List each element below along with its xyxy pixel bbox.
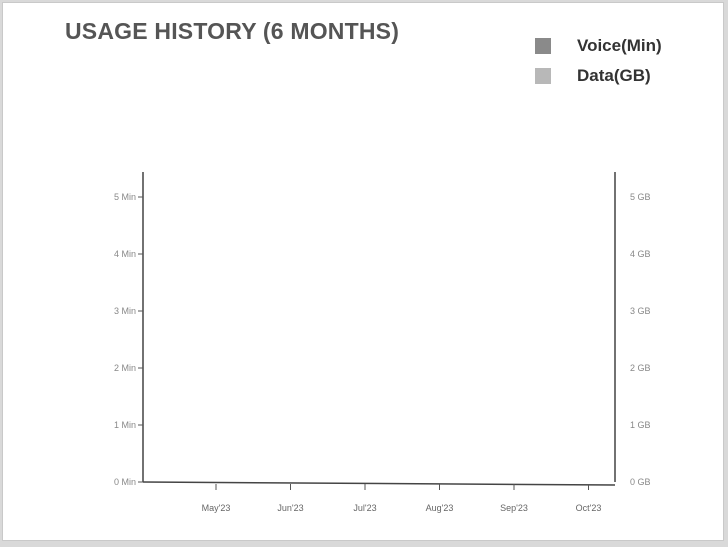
- right-axis-ticks: 0 GB 1 GB 2 GB 3 GB 4 GB 5 GB: [630, 192, 651, 487]
- right-tick-label: 0 GB: [630, 477, 651, 487]
- legend-item-data: Data(GB): [535, 66, 685, 96]
- x-tick-label: Aug'23: [426, 503, 454, 513]
- x-axis-line: [142, 481, 616, 486]
- legend-swatch-data: [535, 68, 551, 84]
- left-tick-label: 0 Min: [114, 477, 136, 487]
- left-tick-label: 3 Min: [114, 306, 136, 316]
- legend-item-voice: Voice(Min): [535, 36, 685, 66]
- chart-panel: [2, 2, 724, 541]
- right-tick-label: 1 GB: [630, 420, 651, 430]
- right-tick-label: 3 GB: [630, 306, 651, 316]
- legend-label-voice: Voice(Min): [577, 36, 662, 55]
- x-axis-ticks: May'23 Jun'23 Jul'23 Aug'23 Sep'23 Oct'23: [202, 484, 602, 513]
- x-tick-label: Jun'23: [277, 503, 303, 513]
- legend-swatch-voice: [535, 38, 551, 54]
- left-tick-label: 4 Min: [114, 249, 136, 259]
- x-tick-label: Sep'23: [500, 503, 528, 513]
- chart-title: USAGE HISTORY (6 MONTHS): [65, 18, 400, 44]
- right-tick-label: 5 GB: [630, 192, 651, 202]
- x-tick-label: Oct'23: [576, 503, 602, 513]
- x-tick-label: May'23: [202, 503, 231, 513]
- left-tick-label: 2 Min: [114, 363, 136, 373]
- x-tick-label: Jul'23: [353, 503, 376, 513]
- right-tick-label: 4 GB: [630, 249, 651, 259]
- legend-label-data: Data(GB): [577, 66, 651, 85]
- left-axis-ticks: 0 Min 1 Min 2 Min 3 Min 4 Min 5 Min: [114, 192, 143, 487]
- left-tick-label: 5 Min: [114, 192, 136, 202]
- left-tick-label: 1 Min: [114, 420, 136, 430]
- legend: Voice(Min) Data(GB): [535, 36, 685, 96]
- right-tick-label: 2 GB: [630, 363, 651, 373]
